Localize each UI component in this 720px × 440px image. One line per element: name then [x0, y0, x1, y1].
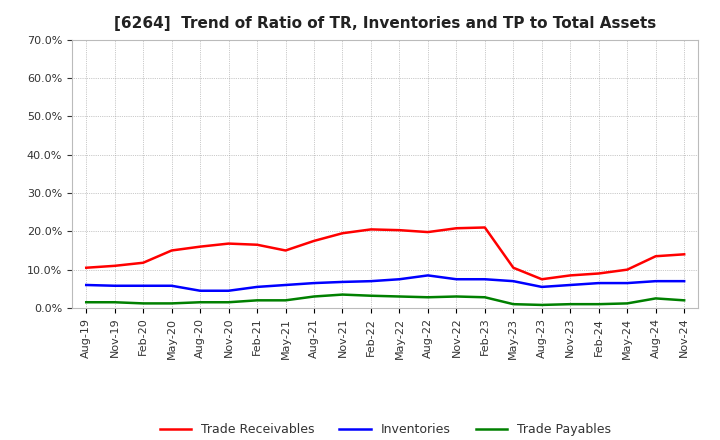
Trade Receivables	[480, 225, 489, 230]
Trade Payables	[566, 301, 575, 307]
Trade Payables	[680, 298, 688, 303]
Trade Payables	[652, 296, 660, 301]
Inventories	[110, 283, 119, 288]
Trade Payables	[452, 294, 461, 299]
Trade Receivables	[253, 242, 261, 247]
Trade Receivables	[652, 253, 660, 259]
Title: [6264]  Trend of Ratio of TR, Inventories and TP to Total Assets: [6264] Trend of Ratio of TR, Inventories…	[114, 16, 657, 32]
Trade Receivables	[395, 227, 404, 233]
Trade Receivables	[167, 248, 176, 253]
Inventories	[395, 277, 404, 282]
Trade Payables	[82, 300, 91, 305]
Trade Payables	[139, 301, 148, 306]
Inventories	[338, 279, 347, 285]
Inventories	[167, 283, 176, 288]
Inventories	[652, 279, 660, 284]
Inventories	[566, 282, 575, 288]
Inventories	[680, 279, 688, 284]
Inventories	[82, 282, 91, 288]
Trade Payables	[623, 301, 631, 306]
Inventories	[595, 280, 603, 286]
Trade Payables	[282, 298, 290, 303]
Trade Receivables	[566, 273, 575, 278]
Trade Receivables	[537, 277, 546, 282]
Trade Receivables	[680, 252, 688, 257]
Trade Receivables	[82, 265, 91, 270]
Trade Payables	[423, 295, 432, 300]
Trade Payables	[110, 300, 119, 305]
Trade Receivables	[595, 271, 603, 276]
Trade Receivables	[423, 229, 432, 235]
Trade Payables	[225, 300, 233, 305]
Line: Trade Payables: Trade Payables	[86, 295, 684, 305]
Inventories	[623, 280, 631, 286]
Inventories	[253, 284, 261, 290]
Trade Payables	[338, 292, 347, 297]
Inventories	[366, 279, 375, 284]
Trade Payables	[366, 293, 375, 298]
Line: Inventories: Inventories	[86, 275, 684, 291]
Inventories	[225, 288, 233, 293]
Trade Payables	[395, 294, 404, 299]
Trade Receivables	[366, 227, 375, 232]
Inventories	[282, 282, 290, 288]
Inventories	[310, 280, 318, 286]
Trade Receivables	[452, 226, 461, 231]
Inventories	[452, 277, 461, 282]
Trade Receivables	[338, 231, 347, 236]
Inventories	[423, 273, 432, 278]
Inventories	[196, 288, 204, 293]
Inventories	[480, 277, 489, 282]
Trade Receivables	[282, 248, 290, 253]
Inventories	[509, 279, 518, 284]
Trade Payables	[595, 301, 603, 307]
Trade Receivables	[196, 244, 204, 249]
Trade Payables	[480, 295, 489, 300]
Inventories	[139, 283, 148, 288]
Trade Receivables	[225, 241, 233, 246]
Trade Payables	[196, 300, 204, 305]
Trade Payables	[167, 301, 176, 306]
Trade Payables	[509, 301, 518, 307]
Trade Payables	[537, 302, 546, 308]
Line: Trade Receivables: Trade Receivables	[86, 227, 684, 279]
Inventories	[537, 284, 546, 290]
Legend: Trade Receivables, Inventories, Trade Payables: Trade Receivables, Inventories, Trade Pa…	[155, 418, 616, 440]
Trade Receivables	[623, 267, 631, 272]
Trade Receivables	[110, 263, 119, 268]
Trade Receivables	[509, 265, 518, 270]
Trade Payables	[253, 298, 261, 303]
Trade Receivables	[139, 260, 148, 265]
Trade Receivables	[310, 238, 318, 244]
Trade Payables	[310, 294, 318, 299]
